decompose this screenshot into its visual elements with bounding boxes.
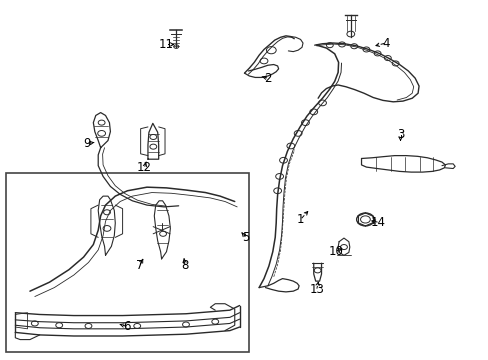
Text: 12: 12	[137, 161, 152, 174]
Text: 10: 10	[328, 244, 343, 257]
Bar	[5, 173, 249, 352]
Text: 14: 14	[370, 216, 386, 229]
Text: 9: 9	[83, 137, 91, 150]
Text: 3: 3	[396, 127, 404, 141]
Text: 2: 2	[264, 72, 271, 85]
Text: 5: 5	[242, 231, 249, 244]
Text: 8: 8	[181, 259, 188, 272]
Text: 4: 4	[382, 36, 389, 50]
Text: 1: 1	[296, 213, 304, 226]
Text: 6: 6	[122, 320, 130, 333]
Text: 13: 13	[308, 283, 324, 296]
Text: 11: 11	[159, 38, 174, 51]
Text: 7: 7	[136, 259, 143, 272]
